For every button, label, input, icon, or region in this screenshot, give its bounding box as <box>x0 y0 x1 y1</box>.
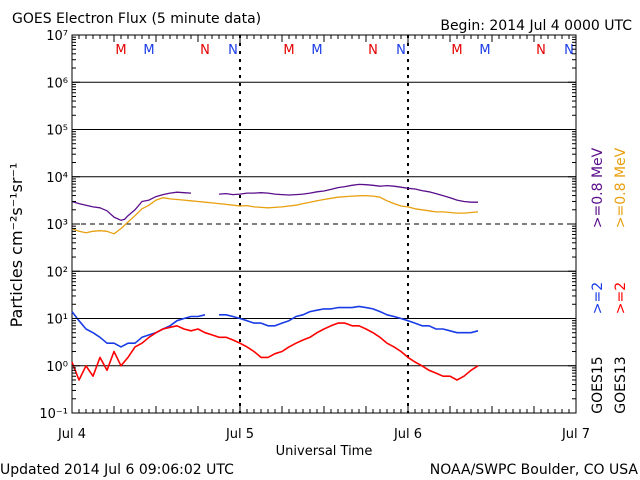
marker-label-m: M <box>479 43 490 58</box>
series-line-2 <box>71 194 479 235</box>
x-tick-label: Jul 6 <box>393 427 422 442</box>
right-label-goes13: GOES13 <box>613 356 629 413</box>
series-line-4 <box>71 322 479 381</box>
right-label-s15-2: >=2 <box>590 282 606 314</box>
right-label-s15-08: >=0.8 MeV <box>590 147 606 228</box>
marker-label-n: N <box>368 43 378 58</box>
marker-label-m: M <box>451 43 462 58</box>
x-axis-label: Universal Time <box>276 444 373 459</box>
right-label-s13-2: >=2 <box>613 282 629 314</box>
marker-label-m: M <box>115 43 126 58</box>
chart-title: GOES Electron Flux (5 minute data) <box>12 11 261 27</box>
begin-time: Begin: 2014 Jul 4 0000 UTC <box>440 18 632 34</box>
marker-label-n: N <box>564 43 574 58</box>
y-tick-label: 10⁴ <box>46 171 68 186</box>
axis-labels: 10⁻¹ 10⁰ 10¹ 10² 10³ 10⁴ 10⁵ 10⁶ 10⁷ Jul 4 Jul 5 Ju… <box>39 29 590 442</box>
right-label-s13-08: >=0.8 MeV <box>613 147 629 228</box>
series-line-3 <box>71 305 479 348</box>
y-axis-label: Particles cm⁻²s⁻¹sr⁻¹ <box>7 163 26 328</box>
y-tick-label: 10³ <box>46 218 68 233</box>
marker-label-n: N <box>536 43 546 58</box>
x-tick-label: Jul 5 <box>225 427 254 442</box>
series-group <box>71 183 479 381</box>
y-tick-label: 10⁶ <box>46 76 68 91</box>
y-tick-label: 10¹ <box>46 313 68 328</box>
x-tick-label: Jul 7 <box>561 427 590 442</box>
grid-lines <box>72 35 576 413</box>
y-tick-label: 10⁵ <box>46 124 68 139</box>
x-tick-label: Jul 4 <box>57 427 86 442</box>
marker-label-n: N <box>396 43 406 58</box>
y-tick-label: 10⁷ <box>46 29 68 44</box>
marker-label-m: M <box>143 43 154 58</box>
y-tick-label: 10⁰ <box>46 360 68 375</box>
marker-label-n: N <box>228 43 238 58</box>
y-tick-label: 10² <box>46 265 68 280</box>
marker-label-m: M <box>311 43 322 58</box>
marker-label-n: N <box>200 43 210 58</box>
series-line-1 <box>71 183 478 221</box>
credit-text: NOAA/SWPC Boulder, CO USA <box>430 462 639 478</box>
y-tick-label: 10⁻¹ <box>39 407 68 422</box>
updated-timestamp: Updated 2014 Jul 6 09:06:02 UTC <box>0 462 234 478</box>
marker-label-m: M <box>283 43 294 58</box>
right-labels: GOES15 GOES13 >=2 >=2 >=0.8 MeV >=0.8 Me… <box>590 147 629 413</box>
right-label-goes15: GOES15 <box>590 356 606 413</box>
